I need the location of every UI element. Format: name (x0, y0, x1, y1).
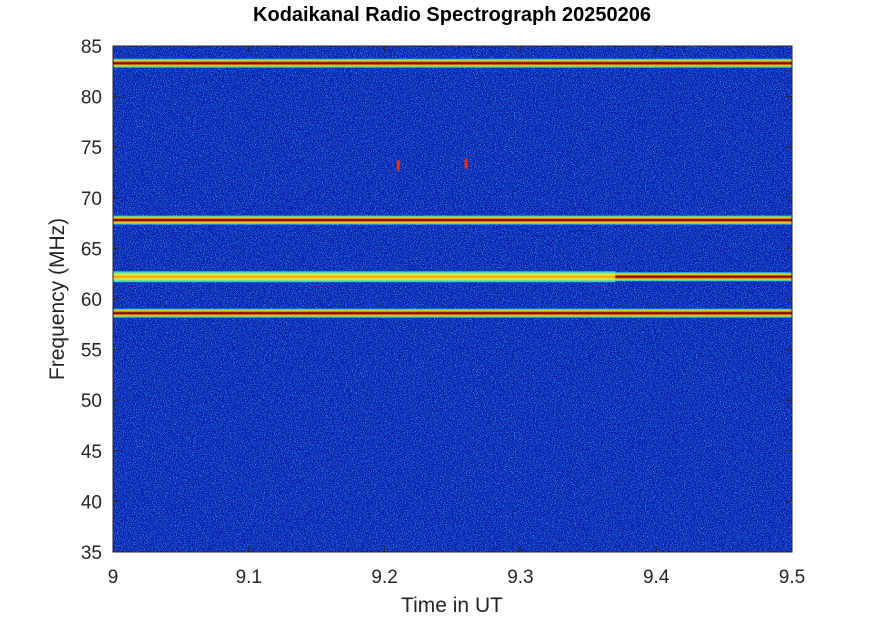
emission-spot-1 (464, 158, 468, 169)
noise-texture-dark (113, 46, 792, 552)
y-tick-label: 85 (81, 37, 102, 58)
y-tick-label: 65 (81, 239, 102, 260)
y-tick-label: 55 (81, 341, 102, 362)
y-tick-label: 75 (81, 138, 102, 159)
y-tick-label: 60 (81, 290, 102, 311)
y-axis-label: Frequency (MHz) (46, 218, 69, 380)
emission-band-4 (113, 308, 792, 318)
x-tick-label: 9.1 (236, 567, 262, 588)
emission-band-2 (113, 271, 616, 283)
y-tick-label: 45 (81, 442, 102, 463)
emission-band-1 (113, 215, 792, 225)
y-tick-label: 35 (81, 543, 102, 564)
y-tick-label: 70 (81, 189, 102, 210)
x-tick-label: 9.2 (371, 567, 397, 588)
emission-band-0 (113, 58, 792, 68)
y-tick-label: 50 (81, 391, 102, 412)
emission-spots (396, 158, 468, 171)
emission-bands (113, 58, 792, 318)
emission-spot-0 (396, 160, 400, 171)
x-axis-label: Time in UT (401, 594, 503, 617)
emission-band-3 (615, 272, 792, 282)
plot-area (113, 46, 792, 552)
x-tick-label: 9 (108, 567, 119, 588)
axes: 9 9.1 9.2 9.3 9.4 9.5 35 40 45 50 55 60 65 70 75 80 85 (81, 37, 805, 588)
chart-title: Kodaikanal Radio Spectrograph 20250206 (253, 4, 651, 26)
y-tick-label: 80 (81, 88, 102, 109)
x-tick-label: 9.4 (643, 567, 670, 588)
x-tick-label: 9.3 (507, 567, 533, 588)
x-tick-label: 9.5 (779, 567, 805, 588)
y-tick-label: 40 (81, 492, 102, 513)
